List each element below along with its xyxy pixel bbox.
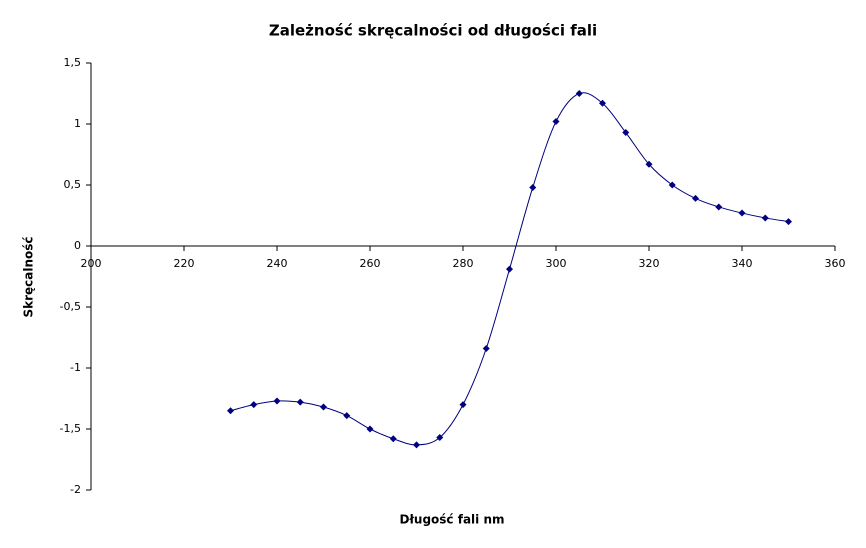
y-tick-label: 1 [74, 117, 81, 130]
x-tick-label: 240 [267, 257, 288, 270]
marker [761, 214, 769, 222]
marker [692, 194, 699, 202]
y-tick-label: 0 [74, 239, 81, 252]
x-tick-label: 300 [546, 257, 567, 270]
y-tick-label: -1,5 [60, 422, 81, 435]
x-tick-label: 360 [825, 257, 846, 270]
marker [343, 412, 351, 420]
x-tick-label: 220 [174, 257, 195, 270]
marker [459, 401, 467, 409]
marker [436, 434, 444, 442]
marker [320, 403, 327, 411]
marker [715, 203, 723, 211]
y-tick-label: -2 [70, 483, 81, 496]
chart-title: Zależność skręcalności od długości fali [269, 22, 597, 40]
marker [366, 425, 374, 433]
y-tick-label: 0,5 [64, 178, 82, 191]
marker [645, 160, 653, 168]
marker [296, 398, 304, 406]
marker [273, 397, 281, 405]
x-tick-label: 200 [81, 257, 102, 270]
marker [622, 129, 630, 137]
x-axis-title: Długość fali nm [400, 513, 505, 527]
x-tick-label: 320 [639, 257, 660, 270]
marker [785, 218, 792, 226]
marker [599, 99, 606, 107]
marker [668, 181, 676, 189]
y-axis-title: Skręcalność [22, 236, 36, 317]
x-tick-label: 260 [360, 257, 381, 270]
y-tick-label: -1 [70, 361, 81, 374]
marker [738, 209, 746, 217]
x-tick-label: 280 [453, 257, 474, 270]
marker [575, 90, 583, 97]
x-tick-label: 340 [732, 257, 753, 270]
y-tick-label: 1,5 [64, 56, 82, 69]
marker [482, 344, 490, 352]
marker [250, 401, 258, 409]
marker [413, 441, 420, 449]
marker [529, 183, 537, 191]
marker [389, 435, 397, 443]
marker [552, 118, 560, 126]
marker [506, 265, 513, 273]
marker [227, 407, 234, 415]
y-tick-label: -0,5 [60, 300, 81, 313]
